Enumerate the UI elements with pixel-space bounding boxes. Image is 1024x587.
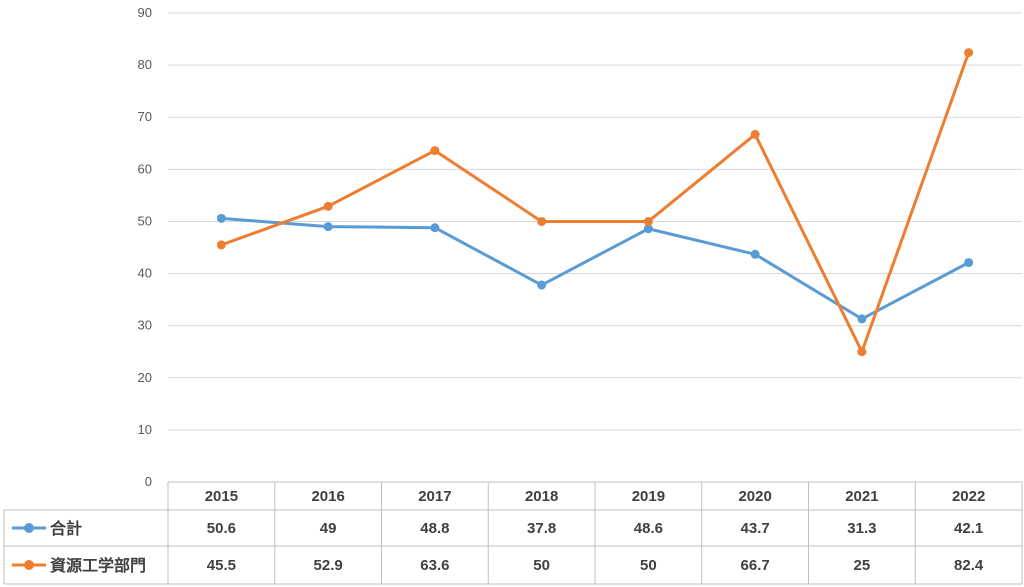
y-tick-label: 40 [138, 266, 152, 281]
legend-marker [24, 523, 34, 533]
data-point [750, 249, 760, 259]
y-tick-label: 0 [145, 474, 152, 489]
legend-label: 資源工学部門 [50, 556, 146, 575]
table-value: 50 [640, 557, 657, 574]
series-lines [220, 52, 971, 354]
y-axis-ticks: 0 10 20 30 40 50 60 70 80 90 [138, 5, 152, 489]
data-point [643, 216, 653, 226]
data-point [323, 201, 333, 211]
data-point [430, 223, 440, 233]
y-tick-label: 30 [138, 318, 152, 333]
x-category-label: 2019 [632, 488, 665, 505]
table-value: 42.1 [954, 520, 983, 537]
data-point [430, 146, 440, 156]
data-point [216, 213, 226, 223]
table-value: 45.5 [207, 557, 236, 574]
table-value: 25 [854, 557, 871, 574]
table-value: 48.8 [420, 520, 449, 537]
data-point [857, 314, 867, 324]
data-table: 2015 2016 2017 2018 2019 2020 2021 2022 合計 50.6 49… [3, 481, 1023, 585]
data-point [750, 129, 760, 139]
data-point [857, 347, 867, 357]
data-point [537, 216, 547, 226]
y-tick-label: 50 [138, 213, 152, 228]
table-value: 50 [533, 557, 550, 574]
x-category-label: 2015 [205, 488, 238, 505]
data-point [964, 48, 974, 58]
series-line [220, 52, 971, 354]
y-tick-label: 10 [138, 422, 152, 437]
x-category-label: 2022 [952, 488, 985, 505]
y-tick-label: 60 [138, 161, 152, 176]
series-points [216, 48, 974, 357]
y-tick-label: 80 [138, 57, 152, 72]
data-point [323, 222, 333, 232]
x-category-label: 2017 [418, 488, 451, 505]
table-value: 50.6 [207, 520, 236, 537]
y-tick-label: 90 [138, 5, 152, 20]
legend-label: 合計 [50, 519, 82, 538]
table-value: 43.7 [741, 520, 770, 537]
x-category-label: 2016 [311, 488, 344, 505]
series-line [221, 216, 970, 321]
data-point [537, 280, 547, 290]
legend-marker [24, 560, 34, 570]
x-category-label: 2020 [738, 488, 771, 505]
table-value: 49 [320, 520, 337, 537]
y-tick-label: 20 [138, 370, 152, 385]
table-value: 82.4 [954, 557, 984, 574]
y-tick-label: 70 [138, 109, 152, 124]
table-value: 52.9 [314, 557, 343, 574]
data-point [964, 258, 974, 268]
x-category-label: 2021 [845, 488, 878, 505]
table-value: 63.6 [420, 557, 449, 574]
x-category-label: 2018 [525, 488, 558, 505]
data-point [216, 240, 226, 250]
table-value: 31.3 [847, 520, 876, 537]
data-point [643, 224, 653, 234]
table-value: 48.6 [634, 520, 663, 537]
table-value: 37.8 [527, 520, 556, 537]
table-value: 66.7 [741, 557, 770, 574]
